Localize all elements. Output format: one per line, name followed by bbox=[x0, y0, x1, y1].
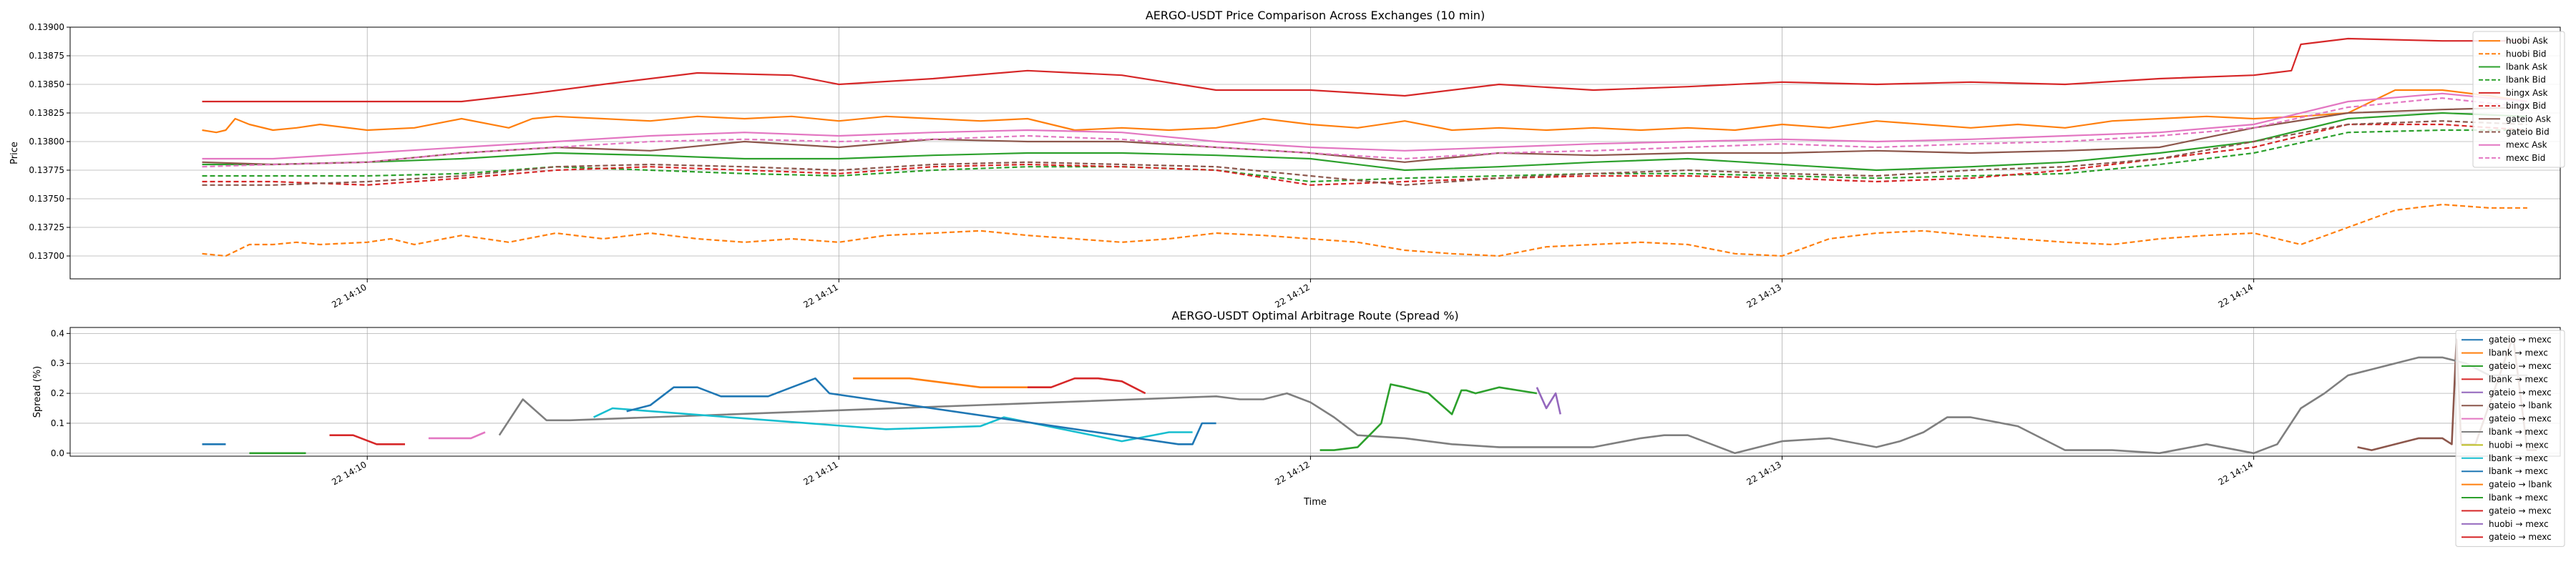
x-tick-label: 22 14:10 bbox=[330, 459, 368, 487]
legend-label: mexc Ask bbox=[2506, 140, 2547, 150]
legend-label: gateio → lbank bbox=[2489, 400, 2552, 410]
y-tick-label: 0.13875 bbox=[29, 51, 64, 61]
price-chart: AERGO-USDT Price Comparison Across Excha… bbox=[9, 9, 2565, 310]
y-tick-label: 0.3 bbox=[51, 358, 64, 368]
x-tick-label: 22 14:14 bbox=[2217, 282, 2255, 310]
spread-chart-ylabel: Spread (%) bbox=[32, 366, 43, 418]
legend-box bbox=[2472, 31, 2565, 168]
y-tick-label: 0.13825 bbox=[29, 108, 64, 118]
y-tick-label: 0.13850 bbox=[29, 79, 64, 89]
legend-label: lbank → mexc bbox=[2489, 466, 2548, 476]
series-line-gateio-bid bbox=[202, 120, 2527, 186]
legend-label: gateio Ask bbox=[2506, 114, 2551, 124]
y-tick-label: 0.13800 bbox=[29, 137, 64, 147]
series-line-lbank-to-mexc bbox=[626, 377, 1216, 445]
x-tick-label: 22 14:14 bbox=[2217, 459, 2255, 487]
legend-label: huobi → mexc bbox=[2489, 519, 2549, 529]
spread-chart-series bbox=[202, 335, 2537, 455]
spread-chart: AERGO-USDT Optimal Arbitrage Route (Spre… bbox=[32, 309, 2565, 547]
spread-chart-legend: gateio → mexc lbank → mexc gateio → mexc lb… bbox=[2455, 330, 2565, 547]
x-tick-label: 22 14:12 bbox=[1273, 282, 1311, 310]
series-line-gateio-to-mexc bbox=[428, 431, 486, 440]
legend-label: gateio Bid bbox=[2506, 127, 2550, 137]
series-line-lbank-to-mexc bbox=[329, 434, 405, 445]
legend-label: gateio → mexc bbox=[2489, 506, 2552, 516]
legend-label: bingx Ask bbox=[2506, 88, 2548, 98]
y-tick-label: 0.4 bbox=[51, 328, 64, 338]
x-tick-label: 22 14:12 bbox=[1273, 459, 1311, 487]
series-line-lbank-to-mexc bbox=[853, 377, 1051, 388]
y-tick-label: 0.2 bbox=[51, 388, 64, 398]
spread-chart-frame bbox=[69, 327, 2561, 457]
spread-chart-x-ticks: 22 14:10 22 14:11 22 14:12 22 14:13 22 14:14 bbox=[330, 456, 2255, 487]
series-line-gateio-ask bbox=[202, 106, 2527, 166]
series-line-bingx-ask bbox=[202, 37, 2527, 103]
legend-label: lbank → mexc bbox=[2489, 493, 2548, 503]
x-tick-label: 22 14:13 bbox=[1745, 459, 1783, 487]
series-line-gateio-to-mexc bbox=[1028, 377, 1146, 395]
legend-label: gateio → lbank bbox=[2489, 480, 2552, 490]
legend-label: gateio → mexc bbox=[2489, 388, 2552, 398]
legend-label: gateio → mexc bbox=[2489, 335, 2552, 345]
legend-label: lbank Bid bbox=[2506, 75, 2546, 85]
y-tick-label: 0.13725 bbox=[29, 222, 64, 232]
spread-chart-grid bbox=[70, 327, 2560, 456]
x-tick-label: 22 14:11 bbox=[801, 282, 839, 310]
legend-label: lbank → mexc bbox=[2489, 348, 2548, 358]
price-chart-y-ticks: 0.13700 0.13725 0.13750 0.13775 0.13800 0.138… bbox=[29, 22, 70, 261]
legend-label: lbank → mexc bbox=[2489, 427, 2548, 437]
x-tick-label: 22 14:10 bbox=[330, 282, 368, 310]
y-tick-label: 0.0 bbox=[51, 448, 64, 458]
legend-label: huobi Ask bbox=[2506, 36, 2548, 46]
y-tick-label: 0.1 bbox=[51, 418, 64, 428]
series-line-huobi-ask bbox=[202, 89, 2528, 134]
legend-label: huobi Bid bbox=[2506, 49, 2547, 59]
series-line-mexc-ask bbox=[202, 92, 2528, 160]
y-tick-label: 0.13775 bbox=[29, 165, 64, 175]
series-line-mexc-bid bbox=[202, 97, 2528, 168]
y-tick-label: 0.13700 bbox=[29, 251, 64, 261]
price-chart-title: AERGO-USDT Price Comparison Across Excha… bbox=[1146, 9, 1485, 22]
spread-chart-xlabel: Time bbox=[1303, 497, 1327, 508]
price-chart-series bbox=[202, 37, 2528, 257]
spread-chart-title: AERGO-USDT Optimal Arbitrage Route (Spre… bbox=[1171, 309, 1458, 322]
series-line-lbank-to-mexc bbox=[593, 407, 1193, 443]
legend-label: mexc Bid bbox=[2506, 153, 2545, 163]
price-chart-ylabel: Price bbox=[9, 142, 20, 164]
series-line-lbank-to-mexc bbox=[1319, 383, 1538, 451]
price-chart-legend: huobi Ask huobi Bid lbank Ask lbank Bid bing… bbox=[2472, 31, 2565, 168]
y-tick-label: 0.13750 bbox=[29, 194, 64, 204]
legend-label: gateio → mexc bbox=[2489, 414, 2552, 424]
legend-label: lbank → mexc bbox=[2489, 453, 2548, 463]
spread-chart-y-ticks: 0.0 0.1 0.2 0.3 0.4 bbox=[51, 328, 70, 458]
series-line-gateio-to-mexc bbox=[1536, 387, 1561, 415]
legend-label: gateio → mexc bbox=[2489, 532, 2552, 542]
series-line-lbank-ask bbox=[202, 112, 2527, 172]
price-chart-x-ticks: 22 14:10 22 14:11 22 14:12 22 14:13 22 14:14 bbox=[330, 279, 2255, 310]
legend-label: huobi → mexc bbox=[2489, 440, 2549, 450]
legend-label: lbank Ask bbox=[2506, 62, 2547, 72]
legend-box bbox=[2455, 330, 2565, 547]
series-line-huobi-bid bbox=[202, 203, 2527, 257]
y-tick-label: 0.13900 bbox=[29, 22, 64, 32]
x-tick-label: 22 14:13 bbox=[1745, 282, 1783, 310]
x-tick-label: 22 14:11 bbox=[801, 459, 839, 487]
legend-label: gateio → mexc bbox=[2489, 361, 2552, 371]
series-line-lbank-to-mexc bbox=[498, 356, 2527, 455]
legend-label: lbank → mexc bbox=[2489, 374, 2548, 384]
legend-label: bingx Bid bbox=[2506, 101, 2546, 111]
